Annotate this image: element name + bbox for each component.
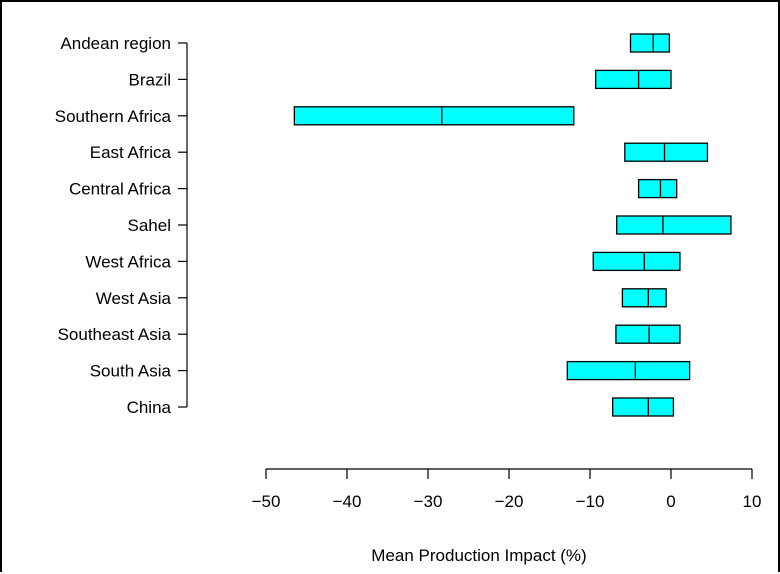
y-tick-label: South Asia [90, 362, 172, 381]
x-tick-label: 0 [666, 492, 675, 511]
y-tick-label: Sahel [128, 216, 171, 235]
box-sahel [616, 215, 732, 235]
y-tick-label: East Africa [90, 143, 172, 162]
x-axis-label: Mean Production Impact (%) [371, 546, 586, 565]
y-tick-label: Southern Africa [55, 107, 172, 126]
y-tick-label: West Asia [96, 289, 172, 308]
box-central-africa [637, 178, 678, 199]
y-tick-label: West Africa [85, 252, 171, 271]
y-tick-label: China [127, 398, 172, 417]
box-west-asia [621, 288, 667, 308]
x-tick-label: −50 [252, 492, 281, 511]
box-southern-africa [293, 106, 575, 126]
x-tick-label: −40 [333, 492, 362, 511]
y-axis: Andean region Brazil Southern Africa East A… [55, 34, 188, 417]
box-andean-region [629, 33, 671, 53]
x-tick-label: 10 [743, 492, 762, 511]
box-east-africa [624, 142, 709, 162]
box-china [612, 397, 675, 417]
y-tick-label: Andean region [60, 34, 171, 53]
x-tick-label: −10 [576, 492, 605, 511]
y-tick-label: Brazil [128, 70, 171, 89]
x-tick-label: −20 [495, 492, 524, 511]
box-west-africa [592, 251, 681, 272]
boxes [293, 33, 732, 417]
x-axis: −50 −40 −30 −20 −10 0 10 [252, 468, 762, 511]
box-brazil [595, 69, 672, 90]
x-tick-label: −30 [414, 492, 443, 511]
y-tick-label: Southeast Asia [58, 325, 172, 344]
box-southeast-asia [615, 324, 681, 344]
box-south-asia [566, 360, 691, 381]
y-tick-label: Central Africa [69, 180, 172, 199]
